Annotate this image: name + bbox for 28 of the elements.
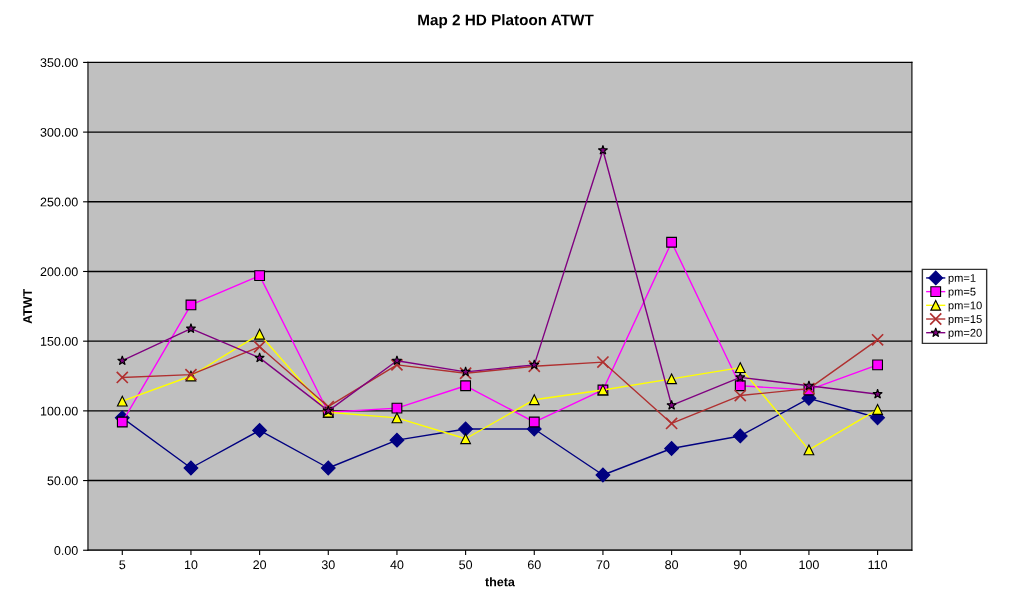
x-tick-label: 40 — [390, 560, 404, 570]
legend-label: pm=15 — [948, 315, 982, 326]
legend-label: pm=10 — [948, 301, 982, 312]
x-tick-label: 80 — [665, 560, 679, 570]
legend-label: pm=1 — [948, 274, 976, 285]
x-tick-label: 60 — [527, 560, 541, 570]
x-tick-label: 110 — [868, 560, 888, 570]
y-tick-label: 300.00 — [40, 127, 78, 137]
y-axis-title: ATWT — [23, 288, 32, 324]
y-tick-label: 350.00 — [40, 58, 78, 68]
x-axis-title: theta — [485, 577, 515, 587]
legend-label: pm=20 — [948, 328, 982, 339]
y-tick-label: 150.00 — [40, 336, 78, 346]
x-tick-label: 100 — [799, 560, 819, 570]
x-tick-label: 20 — [253, 560, 267, 570]
x-tick-label: 70 — [596, 560, 610, 570]
x-tick-label: 90 — [733, 560, 747, 570]
x-tick-label: 50 — [459, 560, 473, 570]
y-tick-label: 200.00 — [40, 267, 78, 277]
y-tick-label: 250.00 — [40, 197, 78, 207]
x-tick-label: 10 — [184, 560, 198, 570]
y-tick-label: 50.00 — [47, 476, 78, 486]
y-tick-label: 0.00 — [54, 546, 78, 555]
chart-title: Map 2 HD Platoon ATWT — [418, 14, 594, 29]
x-tick-label: 30 — [321, 560, 335, 570]
y-tick-label: 100.00 — [40, 406, 78, 416]
x-tick-label: 5 — [119, 560, 126, 570]
legend-label: pm=5 — [948, 287, 976, 298]
